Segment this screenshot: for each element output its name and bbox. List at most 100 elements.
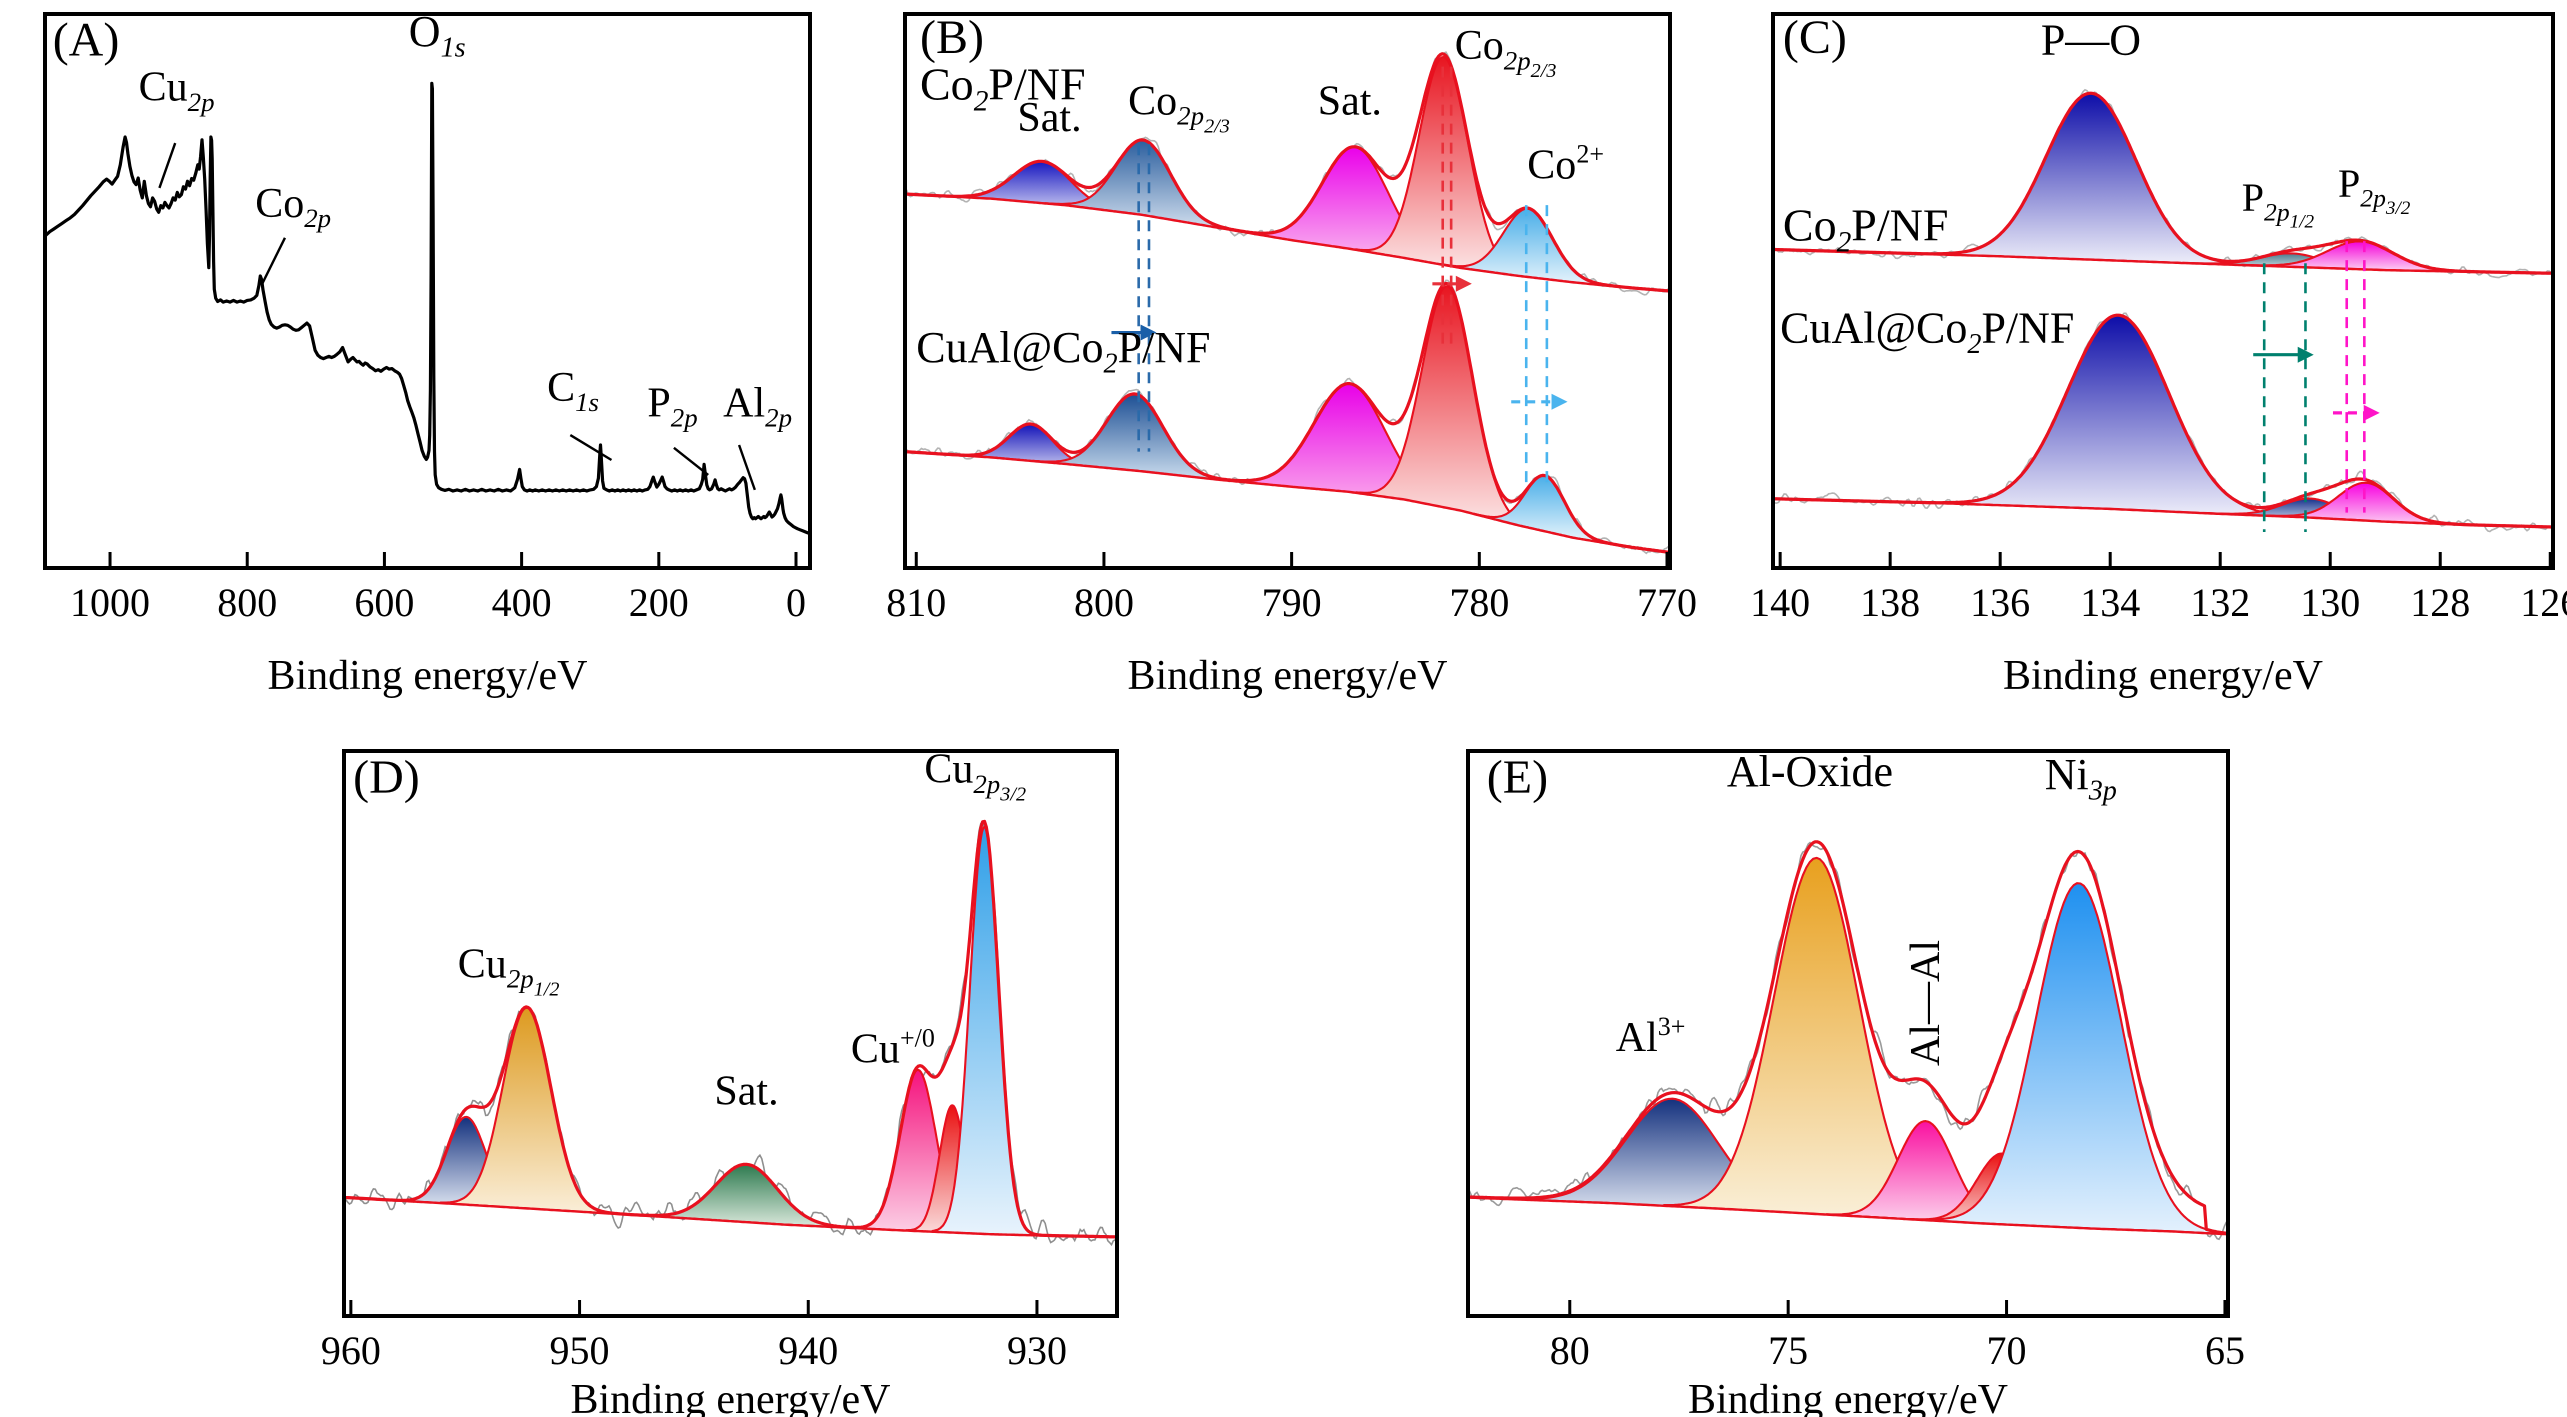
annotation-label: P—O [2041, 15, 2141, 64]
shift-arrow-head [2363, 404, 2380, 421]
survey-curve [44, 81, 809, 535]
annotation-label: Sat. [714, 1069, 778, 1115]
fitted-peak-P2p3/2 [2265, 481, 2467, 526]
envelope [343, 819, 1117, 1239]
tick-label: 134 [2080, 580, 2140, 625]
annotation-label: P2p3/2 [2338, 161, 2411, 219]
noise-trace [1467, 841, 2229, 1241]
tick-label: 130 [2300, 580, 2360, 625]
annotation-label: (E) [1487, 751, 1548, 804]
baseline [1773, 497, 2553, 529]
tick-label: 810 [886, 580, 946, 625]
tick-label: 132 [2190, 580, 2250, 625]
panel-c-plot: (C) P—O Co2P/NF P2p1/2 P2p3/2 CuAl@Co2P/NF 140… [1750, 11, 2567, 625]
annotation-leader-line [737, 444, 756, 491]
annotation-label: Cu2p1/2 [458, 942, 560, 1001]
fitted-peak-Al-Al b [1909, 1152, 2095, 1230]
baseline [1468, 1195, 2229, 1236]
annotation-label: O1s [409, 7, 466, 64]
annotation-label: Ni3p [2045, 750, 2117, 807]
fitted-peak-Sat. [1220, 382, 1480, 516]
fitted-peak-P-O [1935, 314, 2302, 518]
noise-trace [1772, 88, 2554, 279]
tick-label: 780 [1449, 580, 1509, 625]
panel-e-plot: (E) Al-Oxide Ni3p Al3+ Al—Al 80 75 70 65 [1466, 747, 2245, 1373]
envelope [904, 281, 1671, 555]
envelope [1468, 840, 2229, 1235]
tick-label: 930 [1007, 1328, 1067, 1373]
spectrum-0 [904, 51, 1671, 296]
annotation-label: Al2p [723, 381, 792, 433]
fitted-peak-P2p1/2 [2181, 252, 2402, 272]
tick-label: 800 [1074, 580, 1134, 625]
shift-arrow-head [2297, 346, 2314, 363]
fitted-peak-Cu2p1/2 [439, 1006, 615, 1215]
annotation-label: Co2p [255, 181, 331, 233]
annotation-leader-line [673, 446, 709, 476]
fitted-peak-Co2p2/3 [1032, 392, 1238, 483]
fitted-peak-Co2p2/3 [1354, 55, 1533, 279]
annotation-label: (D) [353, 751, 420, 804]
annotation-label: CuAl@Co2P/NF [1780, 303, 2074, 360]
plot-area: (A) Cu2p Co2p O1s C1s P2p Al2p [44, 7, 809, 535]
shift-arrow-head [1140, 324, 1157, 341]
annotation-label: CuAl@Co2P/NF [916, 323, 1210, 380]
spectrum-1 [904, 279, 1671, 555]
baseline [904, 450, 1671, 554]
tick-label: 0 [786, 580, 806, 625]
annotation-label: Sat. [1318, 79, 1382, 125]
x-axis-label-panel-e: Binding energy/eV [1687, 1377, 2008, 1417]
fitted-peak-P-O [1927, 92, 2255, 267]
annotation-label: Co2+ [1527, 139, 1604, 188]
tick-label: 960 [321, 1328, 381, 1373]
noise-trace [904, 51, 1671, 296]
tick-label: 65 [2205, 1328, 2245, 1373]
x-axis-label-panel-a: Binding energy/eV [267, 653, 588, 699]
tick-label: 800 [217, 580, 277, 625]
annotation-label: Co2p2/3 [1455, 23, 1557, 82]
baseline [343, 1196, 1117, 1239]
envelope [1772, 91, 2554, 275]
annotation-label: P2p1/2 [2242, 175, 2315, 233]
x-axis-label-panel-b: Binding energy/eV [1127, 653, 1448, 699]
fitted-peak-P2p1/2 [2206, 497, 2415, 524]
plot-border [1771, 12, 2555, 570]
x-axis-label-panel-c: Binding energy/eV [2002, 653, 2323, 699]
plot-area: (C) P—O Co2P/NF P2p1/2 P2p3/2 CuAl@Co2P/NF [1772, 11, 2554, 533]
annotation-leader-line [569, 434, 613, 461]
annotation-label: Cu+/0 [851, 1023, 935, 1072]
tick-label: 136 [1970, 580, 2030, 625]
fitted-peak-Co2p2/3 [1044, 138, 1243, 233]
annotation-label: (C) [1783, 11, 1847, 64]
plot-border [43, 12, 812, 570]
tick-label: 600 [354, 580, 414, 625]
annotation-label: Sat. [1017, 95, 1081, 141]
plot-area: (E) Al-Oxide Ni3p Al3+ Al—Al [1467, 747, 2230, 1241]
tick-label: 400 [492, 580, 552, 625]
annotation-label: C1s [547, 365, 599, 417]
fitted-peak-Al-Al [1825, 1120, 2026, 1227]
fitted-peak-Al3+ [1506, 1097, 1839, 1217]
noise-trace [1772, 312, 2554, 533]
shift-arrow-head [1551, 393, 1568, 410]
fitted-peak-Sat. [951, 423, 1110, 469]
tick-label: 790 [1262, 580, 1322, 625]
annotation-label: Al3+ [1616, 1012, 1686, 1061]
envelope [1772, 313, 2553, 529]
annotation-label: Co2p2/3 [1128, 79, 1230, 138]
plot-border [903, 12, 1672, 570]
fitted-peak-Sat. [939, 160, 1145, 216]
fitted-peak-P2p3/2 [2240, 240, 2481, 273]
plot-border [1466, 749, 2230, 1318]
fitted-peak-Co2+ [1473, 474, 1617, 546]
annotation-label: (A) [53, 14, 120, 67]
tick-label: 128 [2410, 580, 2470, 625]
tick-label: 138 [1860, 580, 1920, 625]
panel-a-plot: (A) Cu2p Co2p O1s C1s P2p Al2p 1000 800 600 400 200… [43, 7, 812, 625]
